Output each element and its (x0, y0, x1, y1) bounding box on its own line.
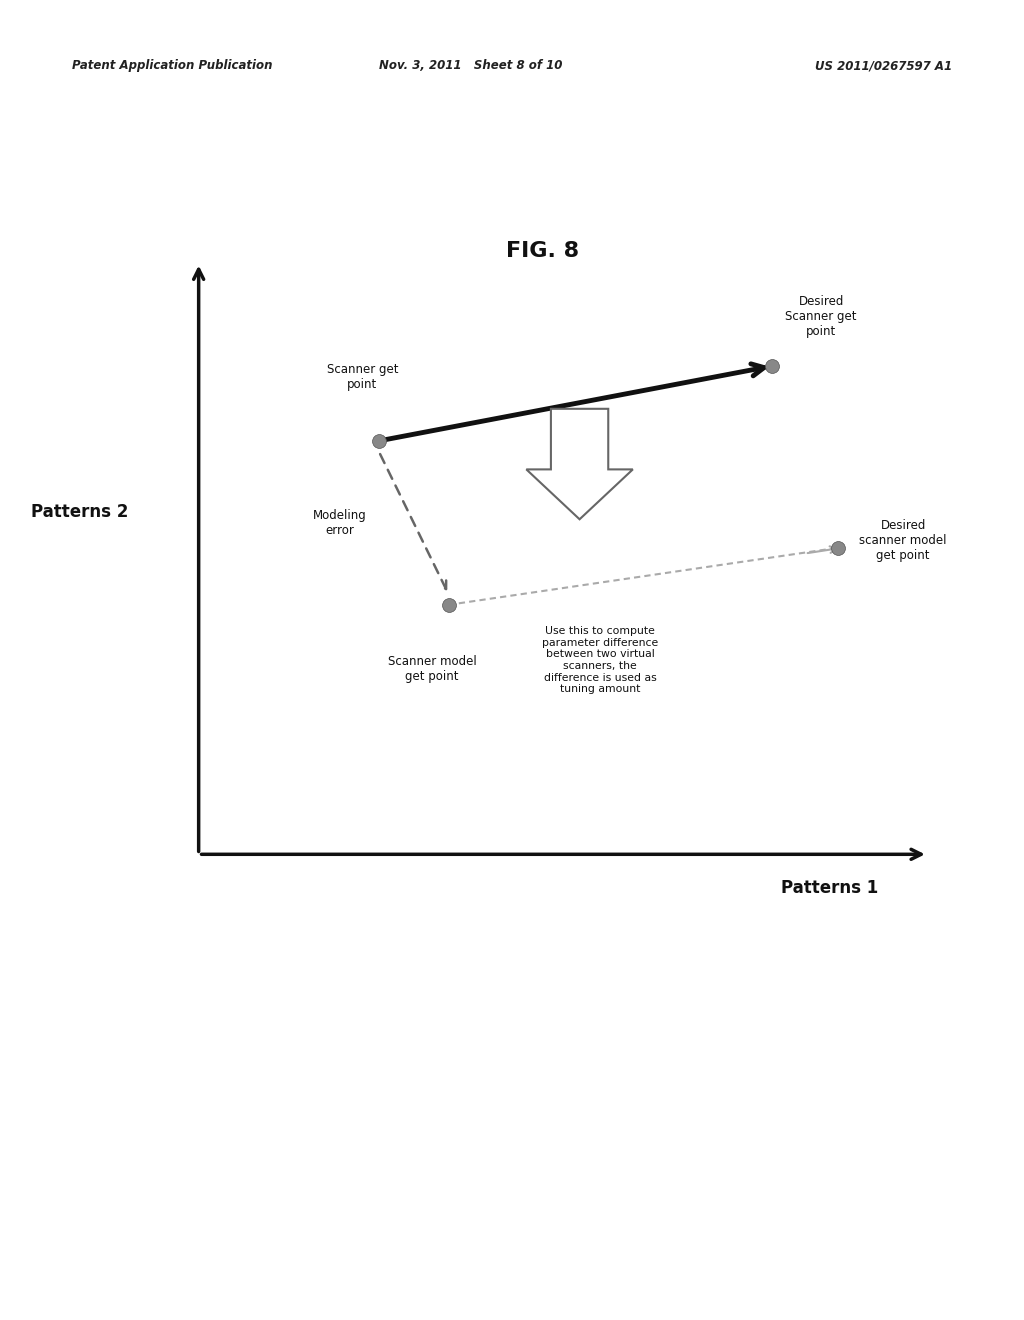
Text: Scanner get
point: Scanner get point (327, 363, 398, 391)
Text: Modeling
error: Modeling error (313, 508, 367, 537)
Text: Nov. 3, 2011   Sheet 8 of 10: Nov. 3, 2011 Sheet 8 of 10 (379, 59, 563, 73)
Point (829, 537, 846, 558)
Text: Patent Application Publication: Patent Application Publication (72, 59, 272, 73)
Point (440, 594, 457, 615)
Point (371, 430, 387, 451)
Text: Desired
scanner model
get point: Desired scanner model get point (859, 519, 947, 562)
Text: Patterns 1: Patterns 1 (781, 879, 878, 898)
Text: Scanner model
get point: Scanner model get point (388, 655, 476, 682)
Text: US 2011/0267597 A1: US 2011/0267597 A1 (815, 59, 952, 73)
Text: Desired
Scanner get
point: Desired Scanner get point (785, 294, 857, 338)
Point (764, 355, 780, 376)
Text: Use this to compute
parameter difference
between two virtual
scanners, the
diffe: Use this to compute parameter difference… (542, 626, 658, 694)
Polygon shape (526, 409, 633, 519)
Text: FIG. 8: FIG. 8 (506, 242, 580, 261)
Text: Patterns 2: Patterns 2 (31, 503, 128, 521)
